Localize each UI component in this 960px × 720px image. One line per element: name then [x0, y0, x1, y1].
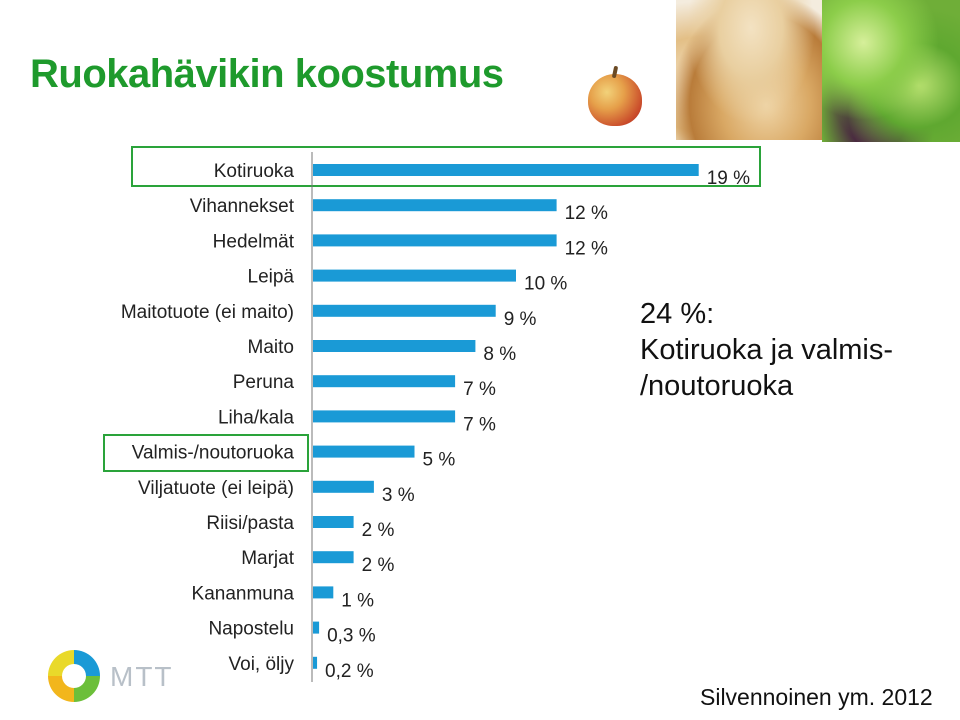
- bar: [313, 340, 476, 352]
- value-label: 12 %: [565, 238, 608, 259]
- bar: [313, 304, 496, 317]
- bar: [313, 164, 699, 176]
- bar: [313, 445, 415, 458]
- value-label: 8 %: [483, 344, 516, 365]
- value-label: 1 %: [341, 590, 374, 611]
- category-label: Maito: [248, 337, 294, 358]
- callout-line-3: /noutoruoka: [640, 370, 794, 402]
- apple-picture: [588, 74, 642, 126]
- callout-line-2: Kotiruoka ja valmis-: [640, 334, 894, 366]
- salad-picture: [822, 0, 960, 142]
- bread-picture: [676, 0, 826, 140]
- bar: [313, 375, 456, 388]
- mtt-logo-icon: [48, 650, 100, 702]
- value-label: 12 %: [565, 203, 608, 224]
- value-label: 7 %: [463, 414, 496, 435]
- slide-title: Ruokahävikin koostumus: [30, 52, 504, 96]
- source-citation: Silvennoinen ym. 2012: [700, 684, 933, 710]
- category-label: Viljatuote (ei leipä): [138, 478, 294, 499]
- bar: [313, 586, 334, 599]
- category-label: Kotiruoka: [214, 161, 295, 182]
- category-label: Riisi/pasta: [206, 513, 294, 534]
- callout-box: 24 %: Kotiruoka ja valmis- /noutoruoka: [640, 296, 893, 404]
- highlight-box-valmisruoka: [103, 434, 309, 472]
- bar: [313, 656, 318, 669]
- value-label: 5 %: [423, 450, 456, 471]
- category-label: Marjat: [241, 548, 295, 569]
- callout-percent: 24 %:: [640, 298, 715, 330]
- category-label: Leipä: [248, 267, 295, 288]
- value-label: 19 %: [707, 168, 750, 189]
- mtt-logo: MTT: [48, 650, 174, 702]
- bar: [313, 516, 354, 528]
- mtt-logo-text: MTT: [110, 661, 174, 692]
- value-label: 3 %: [382, 485, 415, 506]
- highlight-box-kotiruoka: [131, 146, 761, 187]
- category-label: Voi, öljy: [229, 654, 295, 675]
- category-label: Vihannekset: [190, 196, 295, 217]
- category-label: Maitotuote (ei maito): [121, 302, 294, 323]
- value-label: 2 %: [362, 555, 395, 576]
- category-label: Napostelu: [208, 619, 294, 640]
- category-label: Hedelmät: [213, 231, 295, 252]
- value-label: 7 %: [463, 379, 496, 400]
- bar: [313, 480, 374, 493]
- bar: [313, 621, 320, 634]
- bar: [313, 269, 516, 282]
- bar: [313, 234, 557, 247]
- bar: [313, 199, 557, 212]
- bar: [313, 551, 354, 564]
- bar: [313, 410, 456, 423]
- value-label: 2 %: [362, 520, 395, 541]
- category-label: Liha/kala: [218, 407, 294, 428]
- value-label: 0,3 %: [327, 626, 376, 647]
- category-label: Kananmuna: [192, 583, 295, 604]
- category-label: Valmis-/noutoruoka: [132, 443, 295, 464]
- value-label: 10 %: [524, 274, 567, 295]
- value-label: 0,2 %: [325, 661, 374, 682]
- category-label: Peruna: [233, 372, 295, 393]
- value-label: 9 %: [504, 309, 537, 330]
